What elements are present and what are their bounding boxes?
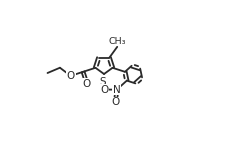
Text: O: O	[82, 79, 91, 89]
Text: N: N	[112, 85, 120, 95]
Text: O: O	[99, 85, 108, 95]
Text: S: S	[99, 77, 106, 87]
Text: O: O	[111, 97, 119, 107]
Text: CH₃: CH₃	[108, 37, 125, 46]
Text: O: O	[66, 71, 74, 81]
